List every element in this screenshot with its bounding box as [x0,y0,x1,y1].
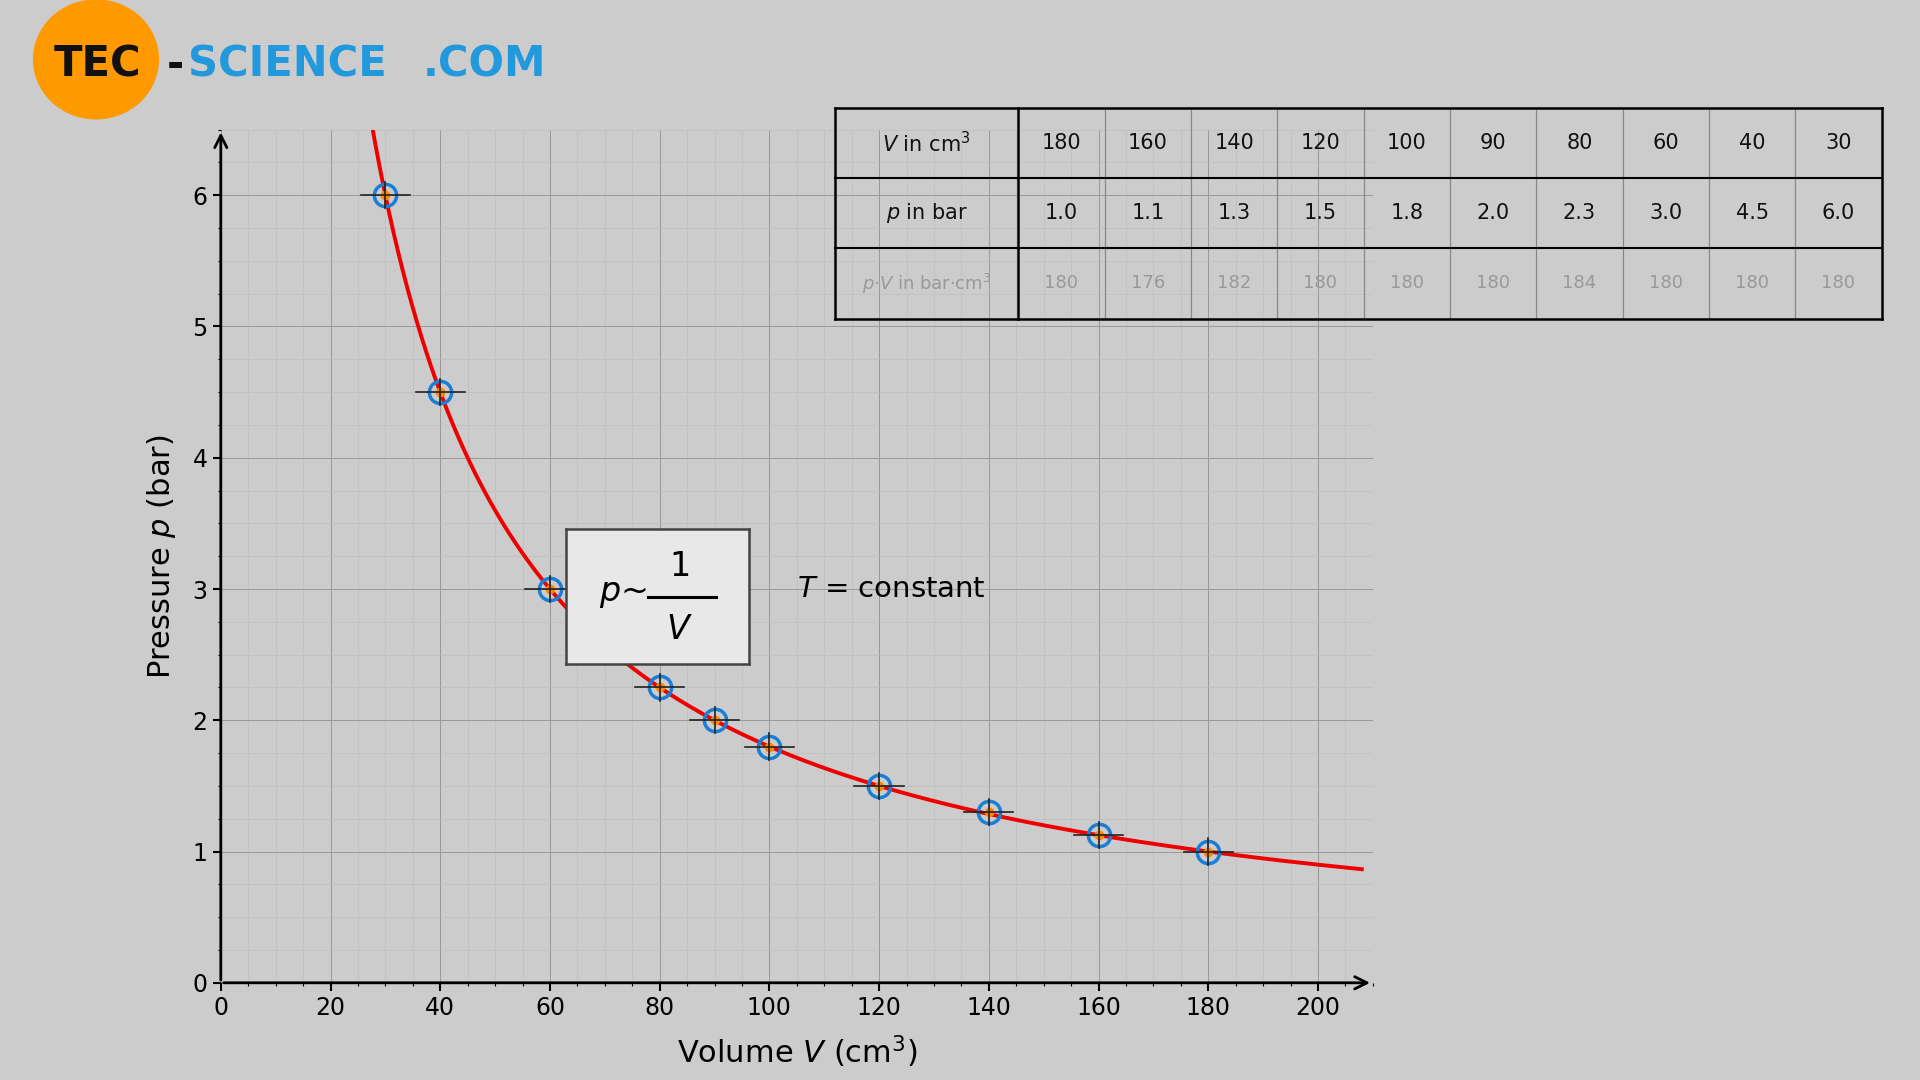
Text: 180: 180 [1822,274,1855,293]
Text: $V$ in cm$^3$: $V$ in cm$^3$ [883,131,972,156]
Text: 1.3: 1.3 [1217,203,1250,224]
Text: 90: 90 [1480,133,1507,153]
Text: TEC: TEC [54,44,142,85]
Text: 40: 40 [1740,133,1764,153]
Text: 1.8: 1.8 [1390,203,1423,224]
Text: 30: 30 [1826,133,1851,153]
Text: -: - [167,44,184,85]
Text: 180: 180 [1736,274,1768,293]
Text: 160: 160 [1127,133,1167,153]
Text: 140: 140 [1213,133,1254,153]
Text: $V$: $V$ [666,612,693,646]
Text: 176: 176 [1131,274,1165,293]
Text: 2.3: 2.3 [1563,203,1596,224]
Text: 60: 60 [1653,133,1680,153]
Text: 2.0: 2.0 [1476,203,1509,224]
Text: 180: 180 [1304,274,1338,293]
Text: 180: 180 [1476,274,1511,293]
Text: 4.5: 4.5 [1736,203,1768,224]
Text: 1.1: 1.1 [1131,203,1164,224]
Text: 180: 180 [1044,274,1079,293]
Text: $p$~: $p$~ [599,578,647,610]
Text: $p{\cdot}V$ in bar$\cdot$cm$^3$: $p{\cdot}V$ in bar$\cdot$cm$^3$ [862,271,991,296]
Text: $p$ in bar: $p$ in bar [885,201,968,226]
Text: 120: 120 [1300,133,1340,153]
Text: 180: 180 [1649,274,1682,293]
Text: SCIENCE: SCIENCE [188,44,388,85]
Text: $1$: $1$ [670,551,689,583]
Text: 180: 180 [1390,274,1425,293]
Text: 100: 100 [1386,133,1427,153]
Text: 1.5: 1.5 [1304,203,1336,224]
Text: 80: 80 [1567,133,1592,153]
Text: 3.0: 3.0 [1649,203,1682,224]
X-axis label: Volume $V$ (cm$^3$): Volume $V$ (cm$^3$) [676,1034,918,1070]
Text: 182: 182 [1217,274,1252,293]
Text: 180: 180 [1043,133,1081,153]
Text: $T$ = constant: $T$ = constant [797,575,985,603]
Text: 184: 184 [1563,274,1597,293]
Text: 6.0: 6.0 [1822,203,1855,224]
Text: .COM: .COM [422,44,545,85]
Text: 1.0: 1.0 [1044,203,1077,224]
Y-axis label: Pressure $p$ (bar): Pressure $p$ (bar) [146,434,179,678]
